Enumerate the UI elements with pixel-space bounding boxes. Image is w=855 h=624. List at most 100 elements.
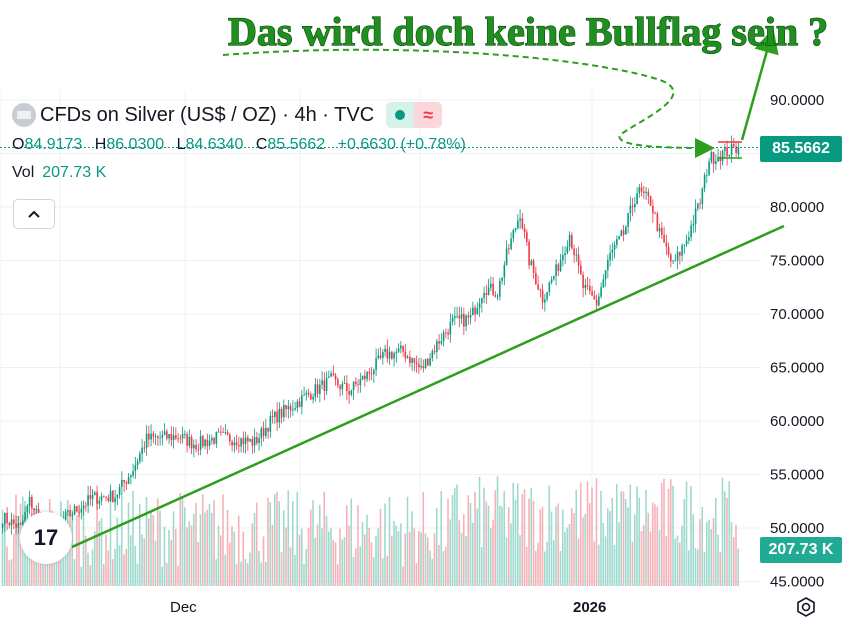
volume-bar [613,545,616,586]
price-tick-label: 80.0000 [770,199,824,216]
candle-body [337,379,339,386]
candle-body [125,482,128,484]
time-tick-label: Dec [170,599,197,616]
price-tick-label: 75.0000 [770,253,824,270]
volume-bar [591,487,593,586]
candle-body [454,316,456,319]
volume-bar [150,512,152,586]
volume-bar [123,554,125,586]
candle-body [328,376,330,378]
volume-bar [231,526,233,586]
candle-body [413,358,416,363]
candle-body [451,318,454,322]
volume-bar [440,491,443,586]
volume-bar [415,563,418,586]
candle-body [348,391,350,395]
candle-body [703,175,706,189]
candle-body [181,434,184,439]
candle-body [690,225,692,238]
collapse-legend-button[interactable] [13,199,55,229]
volume-bar [264,562,267,586]
volume-bar [233,531,236,586]
candle-body [6,512,8,523]
volume-bar [75,515,78,586]
volume-bar [611,498,614,586]
volume-bar [62,550,65,586]
candle-body [310,394,312,400]
volume-bar [300,528,303,586]
volume-bar [519,535,521,586]
tradingview-logo-icon[interactable]: 17 [20,512,72,564]
symbol-title[interactable]: CFDs on Silver (US$ / OZ) · 4h · TVC [40,103,375,126]
volume-bar [154,540,157,586]
candle-body [676,251,679,261]
volume-bar [10,559,13,586]
market-status-badge[interactable]: ≈ [386,102,443,128]
volume-bar [334,542,337,586]
candle-body [258,438,260,444]
candle-body [397,348,400,352]
candle-body [508,248,510,250]
candle-body [631,205,634,208]
candle-body [726,147,728,157]
volume-bar [345,505,348,586]
volume-bar [620,491,623,586]
candle-body [665,242,668,247]
price-tick-label: 60.0000 [770,413,824,430]
candle-body [265,427,267,436]
candle-body [224,432,227,433]
volume-bar [467,495,470,586]
volume-bar [143,538,146,586]
candle-body [217,431,220,433]
volume-bar [294,555,296,586]
candle-body [501,277,503,281]
volume-label: Vol [12,164,35,181]
volume-bar [496,476,499,586]
candle-body [105,496,107,498]
volume-bar [107,550,110,586]
volume-bar [307,527,310,586]
candle-body [188,436,191,446]
volume-bar [579,482,582,586]
volume-bar [136,563,139,586]
volume-bar [285,527,287,586]
volume-bar [604,536,607,586]
candle-body [107,497,110,501]
volume-bar [543,551,546,586]
candle-body [404,351,407,359]
volume-bar [15,494,17,586]
settings-icon[interactable] [795,596,817,618]
volume-bar [181,497,184,586]
volume-bar [390,535,393,586]
volume-bar [539,509,542,586]
candle-body [548,282,551,293]
volume-bar [489,527,492,586]
candle-body [433,351,436,353]
candle-body [584,284,587,289]
volume-bar [325,515,328,586]
candle-body [15,523,17,528]
candle-body [134,465,137,472]
candle-body [170,434,173,441]
volume-bar [665,536,668,586]
volume-bar [96,490,98,586]
candle-body [586,284,589,287]
volume-bar [271,524,274,586]
volume-bar [343,537,346,586]
volume-bar [93,531,96,586]
candle-body [530,260,533,266]
volume-bar [195,503,197,586]
current-price-tag: 85.5662 [760,136,842,162]
candle-body [652,205,654,214]
candle-body [238,445,240,447]
volume-bar [480,547,483,586]
symbol-logo-icon [12,103,36,127]
candle-body [319,384,321,394]
volume-bar [138,503,141,586]
volume-bar [714,497,717,586]
trendline[interactable] [71,224,785,549]
high-value: 86.0300 [106,136,165,153]
candle-body [375,358,377,370]
candle-body [222,431,224,433]
